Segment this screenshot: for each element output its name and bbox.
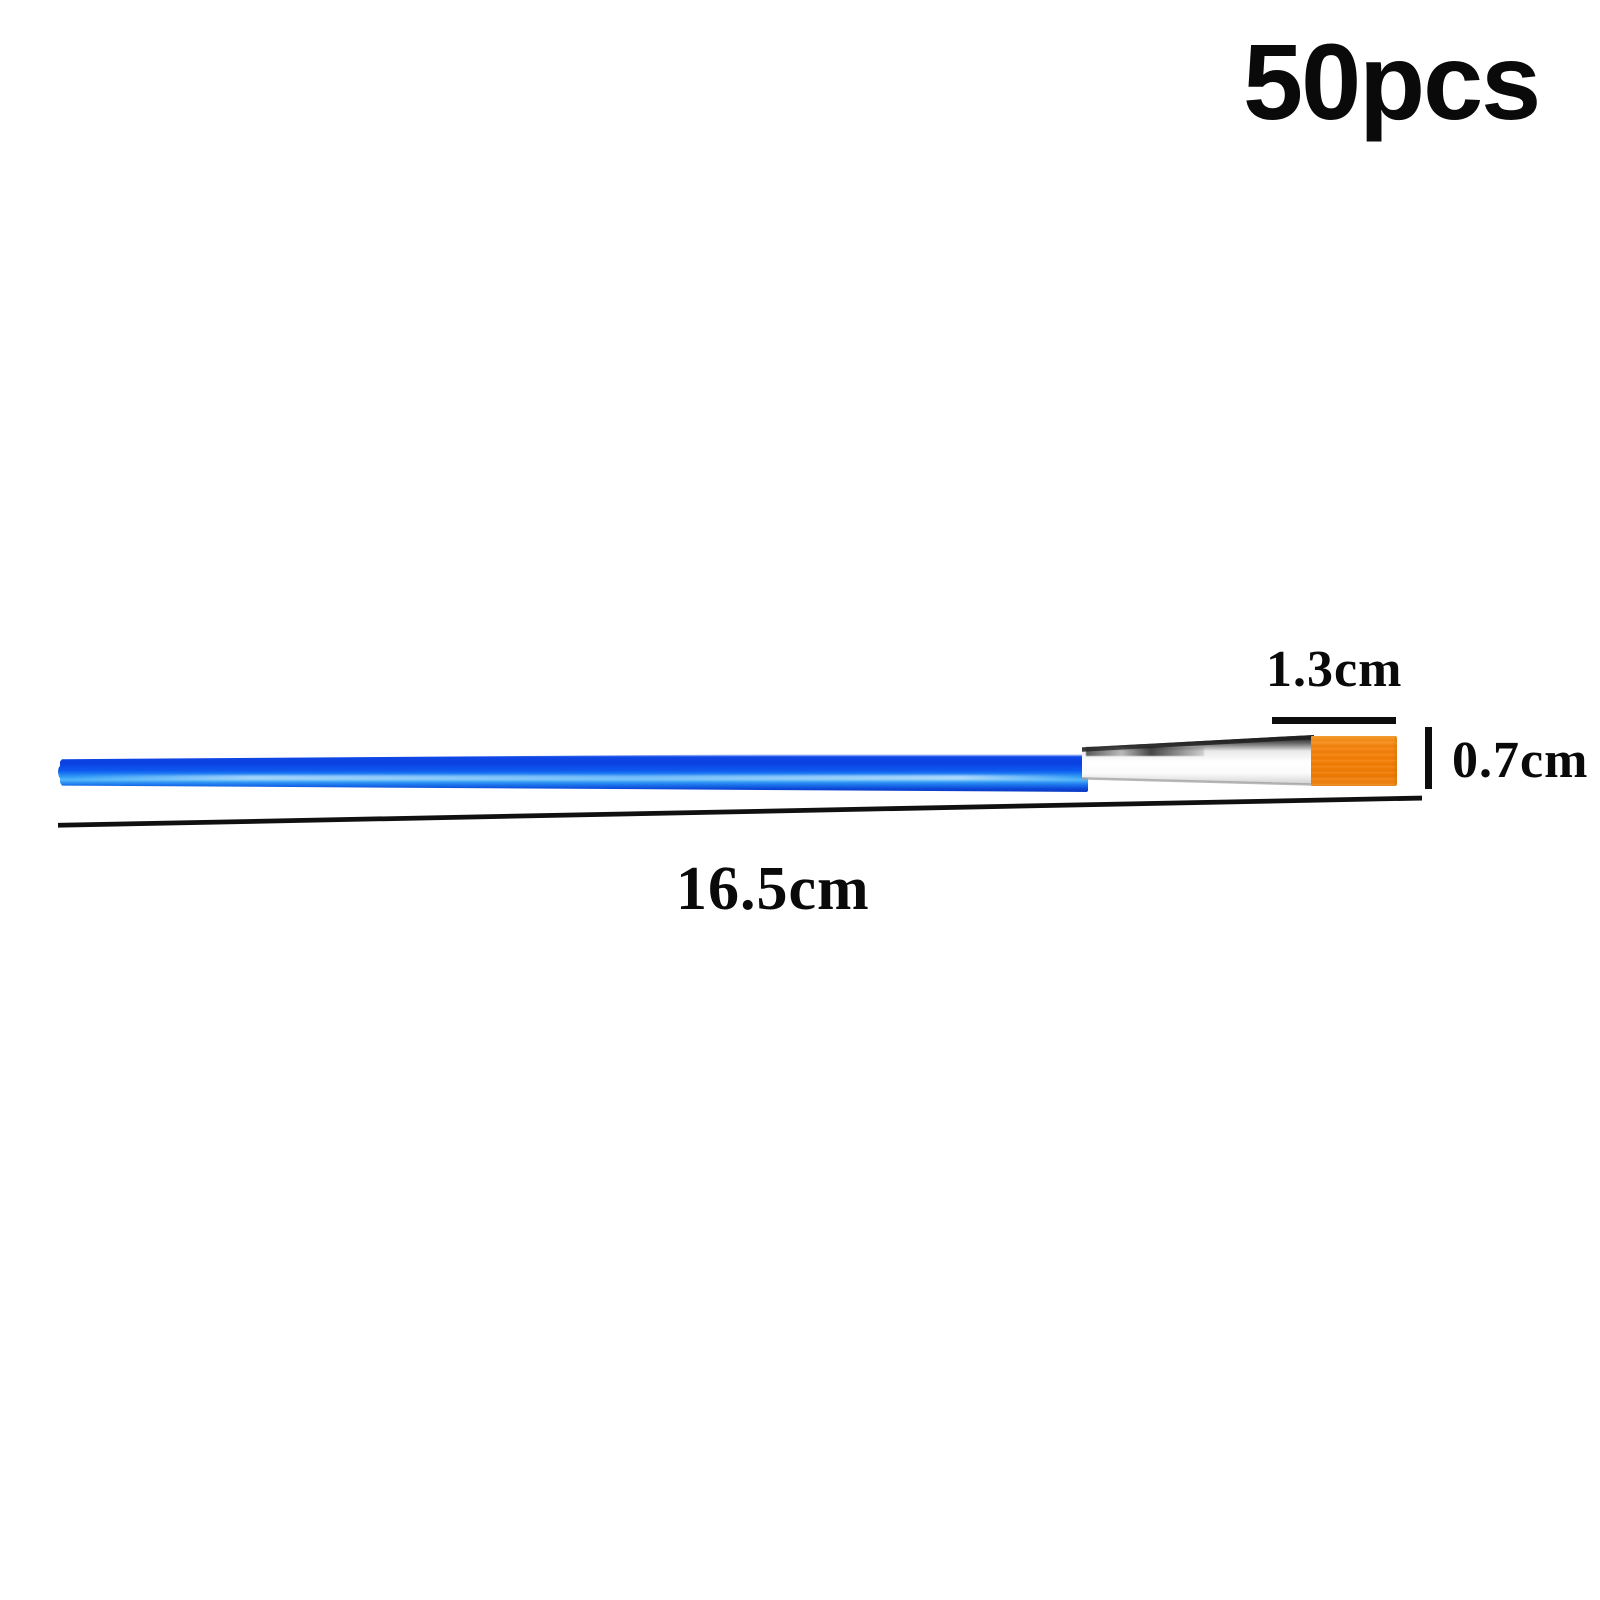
- handle-body: [60, 752, 1088, 792]
- ferrule-metal-body: [1082, 734, 1314, 785]
- bristle-height-label: 0.7cm: [1452, 732, 1589, 789]
- ferrule-top-edge: [1082, 734, 1314, 752]
- quantity-badge: 50pcs: [1243, 21, 1541, 142]
- length-rule-stroke: [58, 795, 1422, 828]
- bristle-height-measure-tick: [1425, 727, 1432, 789]
- handle-end-cap: [58, 761, 74, 783]
- brush-bristles: [1311, 736, 1397, 786]
- ferrule-bottom-edge: [1082, 777, 1314, 786]
- overall-length-label: 16.5cm: [676, 855, 870, 923]
- bristle-length-measure-bar: [1272, 717, 1396, 724]
- bristle-length-label: 1.3cm: [1266, 641, 1403, 698]
- overall-length-measure-line: [58, 795, 1422, 829]
- brush-handle: [58, 752, 1088, 792]
- brush-ferrule: [1082, 730, 1314, 792]
- ferrule-crimp-marks: [1086, 747, 1204, 756]
- handle-highlight: [70, 775, 1084, 781]
